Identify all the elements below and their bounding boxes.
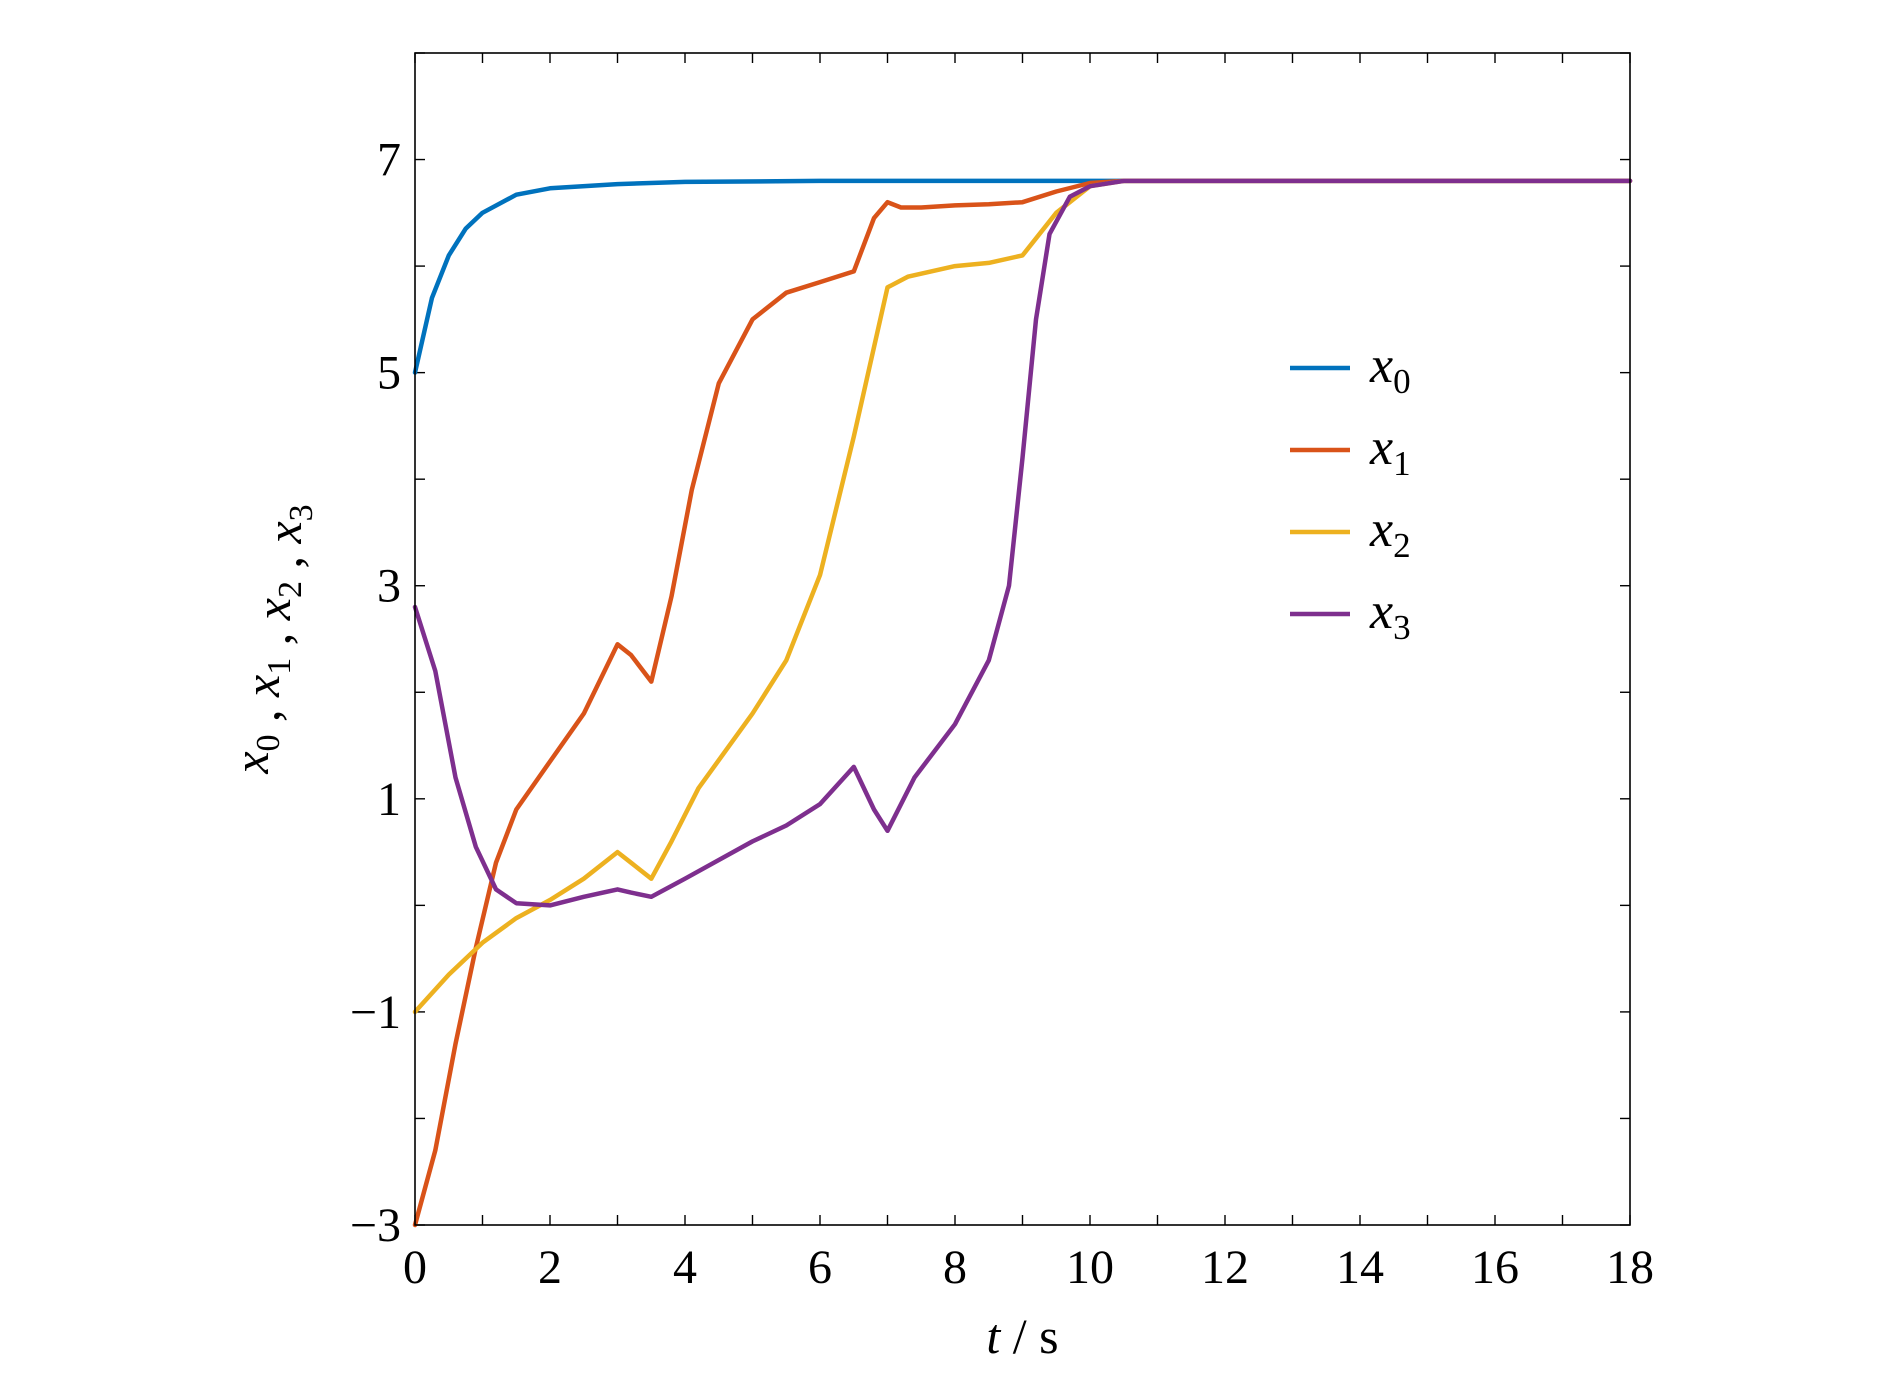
x-tick-label: 6 — [808, 1241, 832, 1294]
y-tick-label: 3 — [377, 560, 401, 613]
series-line-x3 — [412, 178, 1633, 908]
legend-label-x2: x2 — [1369, 501, 1411, 565]
x-tick-label: 12 — [1201, 1241, 1249, 1294]
series-line-x1 — [412, 178, 1633, 1228]
x-tick-label: 0 — [403, 1241, 427, 1294]
tick-labels: 0 2 4 6 8 10 12 14 16 18 −3 −1 1 3 5 7 — [350, 134, 1654, 1294]
x-tick-label: 4 — [673, 1241, 697, 1294]
legend: x0 x1 x2 x3 — [1290, 337, 1411, 647]
y-tick-label: 7 — [377, 134, 401, 187]
y-tick-label: −3 — [350, 1199, 401, 1252]
legend-label-x1: x1 — [1369, 419, 1411, 483]
x-tick-label: 2 — [538, 1241, 562, 1294]
series-layer — [412, 178, 1633, 1228]
x-tick-label: 10 — [1066, 1241, 1114, 1294]
plot-frame — [414, 52, 1631, 1226]
x-tick-label: 16 — [1471, 1241, 1519, 1294]
series-line-x0 — [412, 178, 1633, 375]
x-axis-label: t / s — [986, 1308, 1058, 1364]
y-tick-label: 5 — [377, 347, 401, 400]
x-tick-label: 14 — [1336, 1241, 1384, 1294]
x-tick-label: 18 — [1606, 1241, 1654, 1294]
legend-label-x3: x3 — [1369, 583, 1411, 647]
series-line-x2 — [412, 178, 1633, 1015]
legend-label-x0: x0 — [1369, 337, 1411, 401]
y-tick-label: −1 — [350, 986, 401, 1039]
y-axis-label: x0 , x1 , x2 , x3 — [223, 504, 320, 774]
x-tick-label: 8 — [943, 1241, 967, 1294]
axis-ticks — [414, 52, 1631, 1226]
y-tick-label: 1 — [377, 773, 401, 826]
